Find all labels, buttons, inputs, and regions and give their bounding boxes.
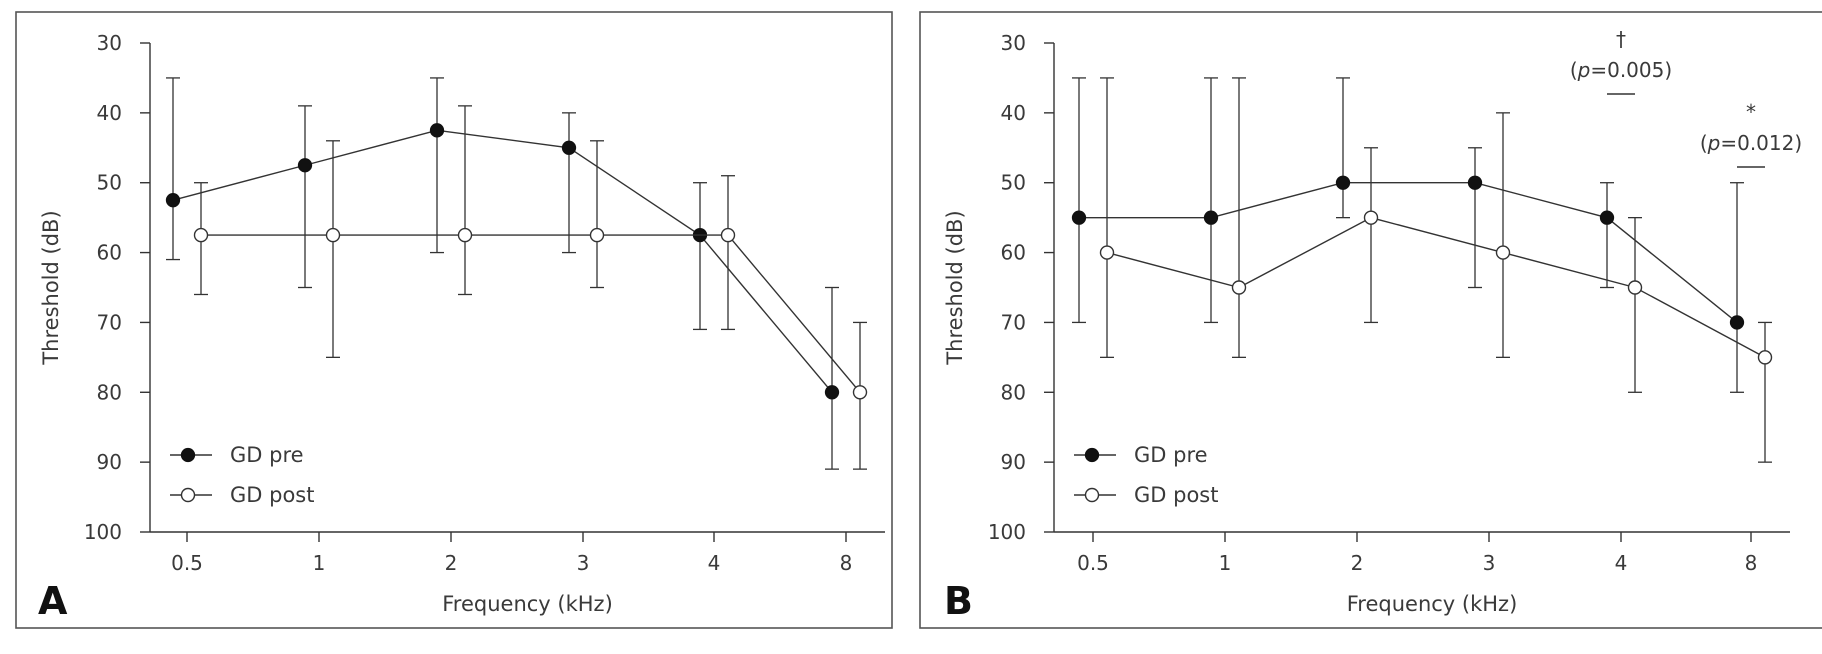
data-point <box>165 193 181 208</box>
x-tick-label: 1 <box>1219 551 1232 575</box>
legend-marker <box>180 447 196 463</box>
x-tick-label: 8 <box>840 551 853 575</box>
y-axis-label: Threshold (dB) <box>39 210 63 365</box>
legend-label: GD post <box>1134 483 1218 507</box>
x-tick-label: 3 <box>1483 551 1496 575</box>
series-gd-pre <box>165 77 840 470</box>
data-point <box>325 227 341 243</box>
panel-letter: A <box>38 579 68 623</box>
series-line <box>172 129 833 393</box>
y-tick-label: 80 <box>97 380 122 404</box>
y-tick-label: 60 <box>1001 241 1026 265</box>
significance-symbol: * <box>1746 100 1756 124</box>
data-point <box>297 158 313 173</box>
y-tick-label: 70 <box>1001 310 1026 334</box>
significance-annotation: (p=0.012) * <box>1700 100 1802 168</box>
series-gd-post <box>1099 77 1773 463</box>
y-tick-label: 40 <box>1001 101 1026 125</box>
y-tick-label: 90 <box>1001 450 1026 474</box>
legend-marker <box>180 487 196 503</box>
legend-label: GD post <box>230 483 314 507</box>
data-point <box>561 140 577 155</box>
data-point <box>824 385 840 400</box>
y-axis-label: Threshold (dB) <box>943 210 967 365</box>
y-tick-label: 30 <box>1001 31 1026 55</box>
x-tick-label: 0.5 <box>171 551 203 575</box>
data-point <box>1757 350 1773 365</box>
x-tick-label: 4 <box>1615 551 1628 575</box>
y-tick-label: 30 <box>97 31 122 55</box>
legend-marker <box>1084 487 1100 503</box>
x-axis-label: Frequency (kHz) <box>442 592 613 616</box>
data-point <box>1627 280 1643 295</box>
x-axis-label: Frequency (kHz) <box>1347 592 1518 616</box>
data-point <box>1363 210 1379 225</box>
legend: GD pre GD post <box>170 443 314 507</box>
y-tick-label: 100 <box>988 520 1026 544</box>
significance-symbol: † <box>1616 27 1626 51</box>
data-point <box>429 123 445 138</box>
y-tick-label: 70 <box>97 310 122 334</box>
panel-frame <box>919 11 1822 629</box>
data-point <box>852 385 868 400</box>
series-line <box>1106 216 1766 358</box>
data-point <box>1729 315 1745 330</box>
data-point <box>1467 175 1483 190</box>
panel-a: 30 40 50 60 70 80 90 100 0.5 1 2 3 4 8 Frequency (kHz)… <box>15 11 893 629</box>
panel-letter: B <box>944 579 973 623</box>
y-tick-label: 50 <box>97 171 122 195</box>
data-point <box>1231 280 1247 295</box>
x-tick-label: 8 <box>1745 551 1758 575</box>
legend-marker <box>1084 447 1100 463</box>
series-gd-pre <box>1071 77 1745 393</box>
legend: GD pre GD post <box>1074 443 1218 507</box>
data-point <box>1599 210 1615 225</box>
p-value-label: (p=0.012) <box>1700 131 1802 155</box>
legend-label: GD pre <box>230 443 304 467</box>
x-tick-label: 2 <box>1351 551 1364 575</box>
y-tick-label: 90 <box>97 450 122 474</box>
data-point <box>193 227 209 243</box>
data-point <box>589 227 605 243</box>
y-tick-label: 80 <box>1001 380 1026 404</box>
data-point <box>1203 210 1219 225</box>
significance-annotation: (p=0.005) † <box>1570 27 1672 95</box>
series-gd-post <box>193 105 868 470</box>
x-tick-label: 0.5 <box>1077 551 1109 575</box>
data-point <box>720 227 736 243</box>
y-tick-label: 100 <box>84 520 122 544</box>
data-point <box>1495 245 1511 260</box>
data-point <box>1335 175 1351 190</box>
p-value-label: (p=0.005) <box>1570 58 1672 82</box>
x-tick-label: 2 <box>445 551 458 575</box>
series-line <box>1079 182 1738 323</box>
x-tick-label: 3 <box>577 551 590 575</box>
data-point <box>457 227 473 243</box>
data-point <box>1099 245 1115 260</box>
y-tick-label: 50 <box>1001 171 1026 195</box>
y-tick-label: 60 <box>97 241 122 265</box>
x-tick-label: 1 <box>313 551 326 575</box>
series-line <box>201 234 861 393</box>
panel-frame <box>15 11 893 629</box>
x-tick-label: 4 <box>708 551 721 575</box>
y-tick-label: 40 <box>97 101 122 125</box>
panel-b: 30 40 50 60 70 80 90 100 0.5 1 2 3 4 8 Frequency (kHz)… <box>919 11 1822 629</box>
legend-label: GD pre <box>1134 443 1208 467</box>
data-point <box>1071 210 1087 225</box>
